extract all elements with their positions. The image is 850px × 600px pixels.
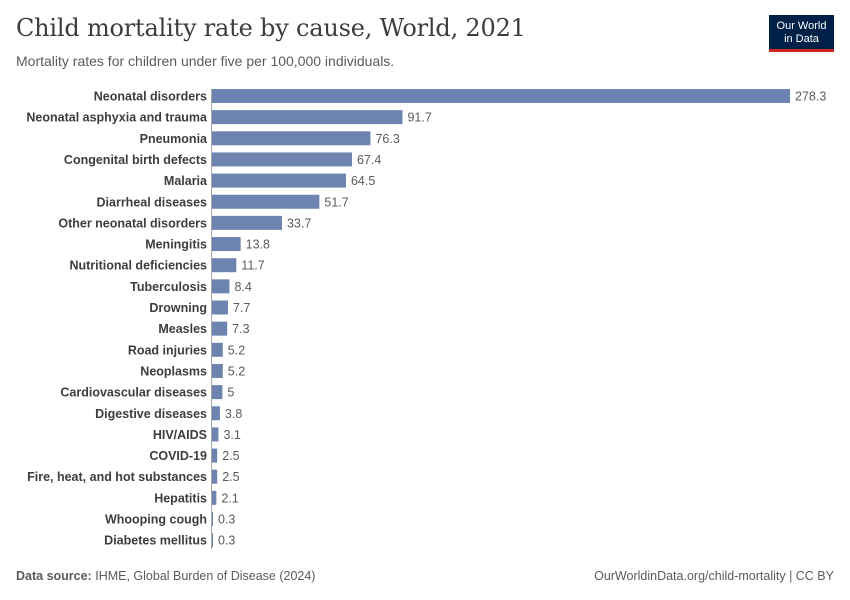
- value-label: 64.5: [351, 174, 375, 188]
- value-label: 2.5: [222, 470, 239, 484]
- value-label: 3.1: [223, 428, 240, 442]
- value-label: 0.3: [218, 534, 235, 548]
- value-label: 67.4: [357, 153, 381, 167]
- value-label: 3.8: [225, 407, 242, 421]
- footer-url-license[interactable]: OurWorldinData.org/child-mortality | CC …: [594, 569, 834, 583]
- data-source: Data source: IHME, Global Burden of Dise…: [16, 569, 315, 583]
- logo-line-1: Our World: [776, 20, 827, 32]
- bar[interactable]: [212, 512, 213, 526]
- bar[interactable]: [212, 490, 217, 505]
- logo-line-2: in Data: [784, 33, 819, 45]
- category-label: HIV/AIDS: [153, 428, 207, 442]
- bar[interactable]: [212, 533, 213, 548]
- category-label: Hepatitis: [154, 491, 207, 505]
- bar[interactable]: [212, 300, 228, 315]
- category-label: Pneumonia: [140, 132, 208, 146]
- category-label: Nutritional deficiencies: [69, 259, 207, 273]
- value-label: 0.3: [218, 513, 235, 527]
- category-label: Congenital birth defects: [64, 153, 207, 167]
- bar[interactable]: [212, 427, 219, 442]
- category-label: Drowning: [149, 301, 207, 315]
- category-label: Neoplasms: [140, 364, 207, 378]
- category-label: Tuberculosis: [130, 280, 207, 294]
- bar[interactable]: [212, 237, 241, 252]
- bar[interactable]: [212, 448, 218, 463]
- category-label: Other neonatal disorders: [58, 216, 207, 230]
- category-label: Malaria: [164, 174, 208, 188]
- bar[interactable]: [212, 279, 230, 294]
- value-label: 51.7: [324, 195, 348, 209]
- value-label: 13.8: [246, 238, 270, 252]
- value-label: 5.2: [228, 343, 245, 357]
- value-label: 7.7: [233, 301, 250, 315]
- value-label: 5: [227, 386, 234, 400]
- bar[interactable]: [212, 321, 228, 336]
- bar[interactable]: [212, 173, 346, 188]
- owid-logo[interactable]: Our World in Data: [769, 15, 834, 52]
- category-label: Meningitis: [145, 238, 207, 252]
- bar[interactable]: [212, 152, 352, 167]
- bar[interactable]: [212, 469, 218, 484]
- category-label: COVID-19: [149, 449, 207, 463]
- value-label: 33.7: [287, 216, 311, 230]
- value-label: 11.7: [241, 259, 264, 273]
- value-label: 8.4: [234, 280, 251, 294]
- bar[interactable]: [212, 215, 282, 230]
- data-source-label: Data source:: [16, 569, 92, 583]
- bar[interactable]: [212, 110, 403, 125]
- data-source-text[interactable]: IHME, Global Burden of Disease (2024): [95, 569, 316, 583]
- category-label: Measles: [158, 322, 207, 336]
- category-label: Fire, heat, and hot substances: [27, 470, 207, 484]
- bar[interactable]: [212, 258, 237, 273]
- value-label: 2.5: [222, 449, 239, 463]
- category-label: Road injuries: [128, 343, 207, 357]
- value-label: 2.1: [221, 491, 238, 505]
- bar[interactable]: [212, 342, 223, 357]
- category-label: Diarrheal diseases: [97, 195, 208, 209]
- chart-title: Child mortality rate by cause, World, 20…: [16, 14, 526, 42]
- category-label: Digestive diseases: [95, 407, 207, 421]
- bar[interactable]: [212, 131, 371, 146]
- value-label: 91.7: [407, 111, 431, 125]
- value-label: 76.3: [375, 132, 399, 146]
- bar[interactable]: [212, 89, 790, 103]
- bar[interactable]: [212, 194, 320, 209]
- category-label: Cardiovascular diseases: [60, 386, 207, 400]
- value-label: 278.3: [795, 90, 826, 104]
- category-label: Whooping cough: [105, 513, 207, 527]
- value-label: 5.2: [228, 364, 245, 378]
- bar[interactable]: [212, 385, 223, 400]
- category-label: Neonatal asphyxia and trauma: [26, 111, 208, 125]
- value-label: 7.3: [232, 322, 249, 336]
- category-label: Diabetes mellitus: [104, 534, 207, 548]
- bar[interactable]: [212, 406, 220, 421]
- bar[interactable]: [212, 363, 223, 378]
- chart-subtitle: Mortality rates for children under five …: [16, 53, 395, 69]
- category-label: Neonatal disorders: [94, 90, 207, 104]
